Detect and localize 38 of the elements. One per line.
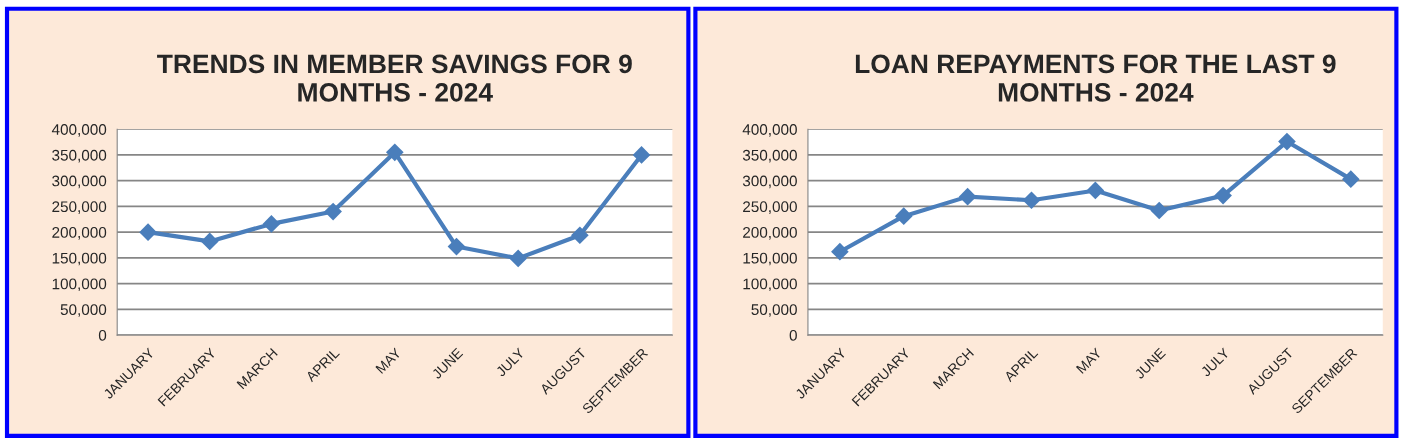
y-tick-label: 150,000 [743, 252, 797, 266]
point [324, 202, 342, 221]
y-tick-label: 200,000 [743, 227, 797, 240]
point [1022, 191, 1041, 210]
point [1341, 170, 1360, 188]
point [200, 232, 219, 251]
point [632, 146, 651, 164]
chart-title: LOAN REPAYMENTS FOR THE LAST 9 MONTHS - 2024 [855, 54, 1336, 102]
point [447, 237, 466, 256]
point [1278, 132, 1296, 151]
point [1086, 181, 1105, 200]
y-tick-label: 400,000 [51, 124, 107, 137]
y-tick-label: 200,000 [52, 227, 107, 240]
y-tick-label: 300,000 [742, 175, 797, 189]
chart-title: TRENDS IN MEMBER SAVINGS FOR 9 MONTHS - 2024 [157, 54, 632, 102]
point [509, 249, 527, 268]
y-tick-label: 50,000 [60, 304, 107, 317]
point [1214, 186, 1232, 205]
point [1150, 201, 1169, 220]
y-tick-label: 250,000 [52, 201, 107, 214]
y-tick-label: 100,000 [52, 278, 107, 292]
y-tick-label: 350,000 [52, 149, 107, 163]
y-tick-label: 250,000 [743, 201, 797, 214]
point [385, 143, 404, 162]
y-tick-label: 100,000 [743, 278, 797, 292]
y-tick-label: 300,000 [52, 175, 107, 189]
y-tick-label: 150,000 [52, 252, 107, 266]
point [958, 187, 977, 206]
point [894, 207, 913, 226]
point [571, 226, 589, 245]
y-tick-label: 0 [789, 329, 797, 341]
y-tick-label: 0 [98, 329, 107, 341]
point [831, 242, 849, 261]
point [262, 215, 281, 233]
y-tick-label: 350,000 [742, 149, 797, 163]
y-tick-label: 400,000 [742, 124, 797, 137]
point [139, 223, 157, 241]
y-tick-label: 50,000 [751, 304, 797, 317]
